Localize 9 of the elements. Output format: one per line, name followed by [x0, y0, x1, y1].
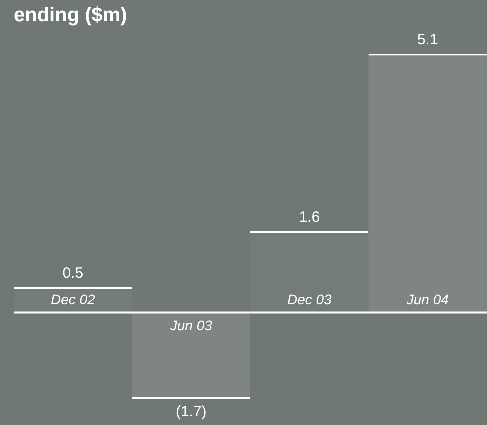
x-tick-label: Dec 03	[287, 292, 332, 308]
x-tick-label: Jun 03	[169, 318, 213, 334]
x-tick-label: Dec 02	[50, 292, 96, 308]
data-label: 5.1	[417, 32, 438, 49]
data-label: 0.5	[62, 265, 84, 282]
x-tick-label: Jun 04	[406, 292, 450, 308]
data-label: 1.6	[299, 209, 320, 226]
data-label: (1.7)	[176, 404, 207, 421]
chart-title: ending ($m)	[14, 4, 128, 27]
